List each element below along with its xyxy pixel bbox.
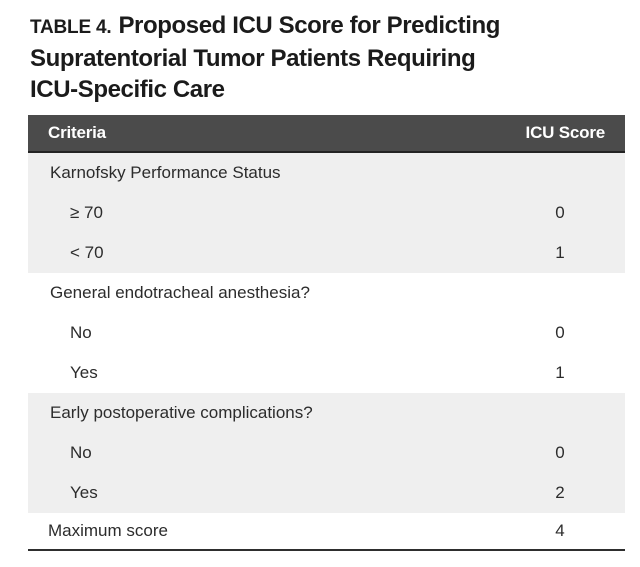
maximum-score-row: Maximum score 4	[28, 513, 625, 549]
table-section: Early postoperative complications? No 0 Yes…	[28, 393, 625, 513]
section-header-label: General endotracheal anesthesia?	[50, 283, 310, 302]
row-label: Yes	[70, 483, 98, 502]
table-row: < 70 1	[28, 233, 625, 273]
row-label: ≥ 70	[70, 203, 103, 222]
section-header-row: Karnofsky Performance Status	[28, 153, 625, 193]
row-score: 2	[555, 483, 565, 502]
row-label: < 70	[70, 243, 104, 262]
table-row: Yes 1	[28, 353, 625, 393]
icu-score-table: Criteria ICU Score Karnofsky Performance…	[28, 115, 625, 551]
table-section: General endotracheal anesthesia? No 0 Yes 1	[28, 273, 625, 393]
table-title-line-1: TABLE 4. Proposed ICU Score for Predictin…	[30, 10, 630, 43]
table-row: ≥ 70 0	[28, 193, 625, 233]
section-header-label: Karnofsky Performance Status	[50, 163, 281, 182]
column-header-criteria: Criteria	[48, 123, 106, 142]
table-title: TABLE 4. Proposed ICU Score for Predictin…	[30, 10, 630, 105]
row-score: 0	[555, 203, 565, 222]
row-label: No	[70, 443, 92, 462]
table-row: No 0	[28, 433, 625, 473]
section-header-label: Early postoperative complications?	[50, 403, 313, 422]
table-header-row: Criteria ICU Score	[28, 115, 625, 153]
table-row: No 0	[28, 313, 625, 353]
table-title-line-3: ICU-Specific Care	[30, 76, 225, 103]
row-label: Yes	[70, 363, 98, 382]
column-header-icu-score: ICU Score	[525, 123, 606, 142]
row-score: 1	[555, 243, 565, 262]
row-label: No	[70, 323, 92, 342]
row-score: 0	[555, 443, 565, 462]
row-score: 1	[555, 363, 565, 382]
table-number-label: TABLE 4.	[30, 17, 112, 38]
row-label: Maximum score	[48, 521, 168, 540]
section-header-row: Early postoperative complications?	[28, 393, 625, 433]
table-body: Karnofsky Performance Status ≥ 70 0 < 70 1 Ge…	[28, 153, 625, 513]
table-title-line-2: Supratentorial Tumor Patients Requiring	[30, 45, 476, 72]
table-section: Karnofsky Performance Status ≥ 70 0 < 70 1	[28, 153, 625, 273]
section-header-row: General endotracheal anesthesia?	[28, 273, 625, 313]
table-title-text: Proposed ICU Score for Predicting	[118, 12, 500, 39]
table-row: Yes 2	[28, 473, 625, 513]
row-score: 0	[555, 323, 565, 342]
row-score: 4	[555, 521, 565, 540]
